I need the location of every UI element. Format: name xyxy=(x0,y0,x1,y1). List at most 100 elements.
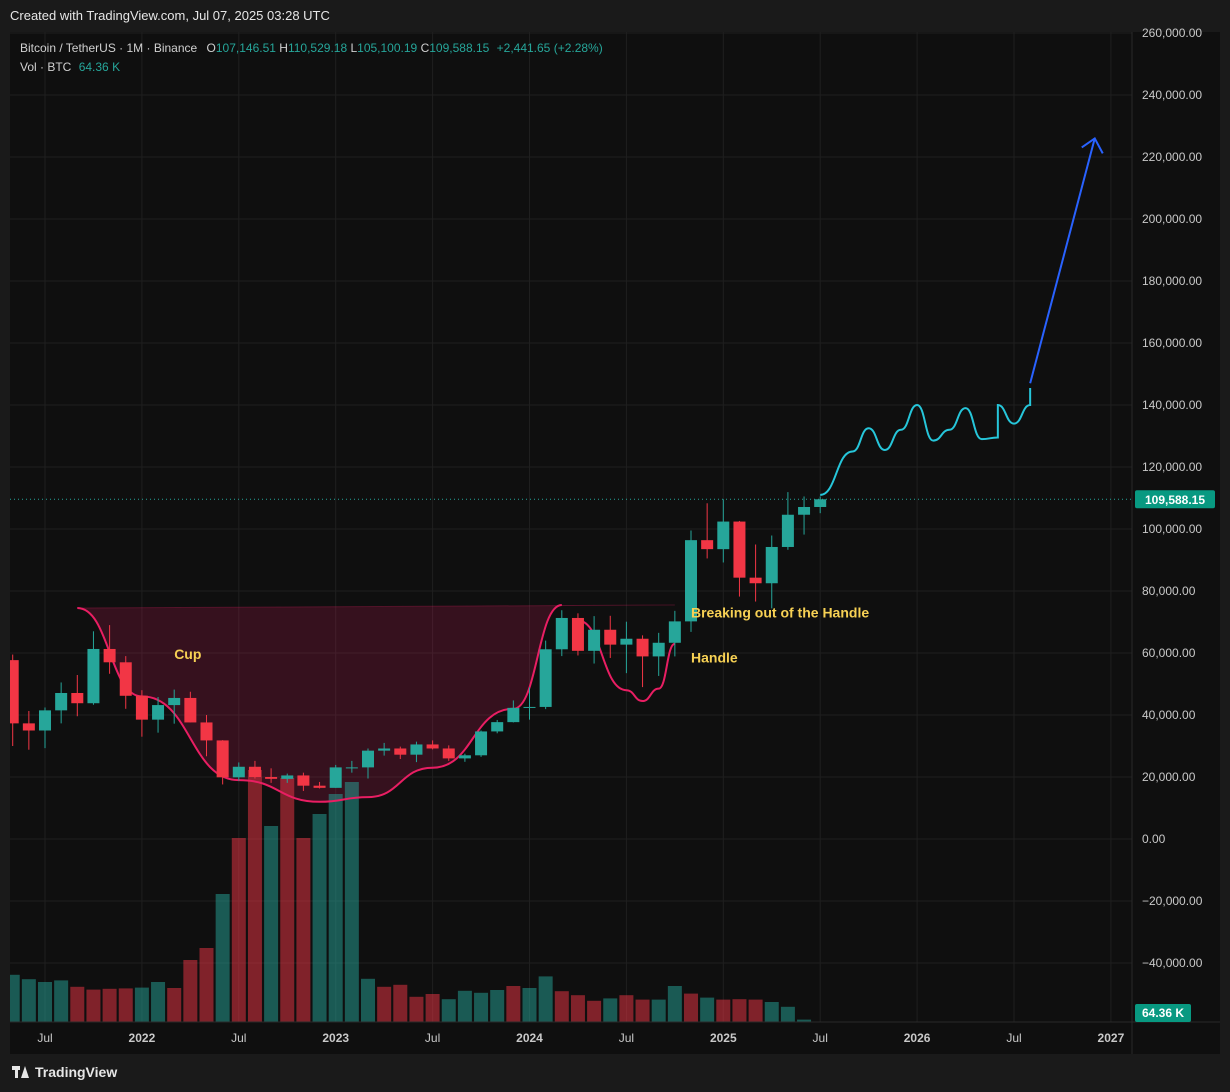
volume-bar xyxy=(102,988,117,1022)
volume-bar xyxy=(167,988,182,1022)
chart-pane[interactable] xyxy=(10,32,1220,1054)
candle-body[interactable] xyxy=(119,662,132,696)
volume-value: 64.36 K xyxy=(78,60,121,74)
time-tick-label: Jul xyxy=(619,1031,634,1045)
candle-body[interactable] xyxy=(103,648,116,663)
last-volume-badge xyxy=(1135,1004,1191,1022)
candle-body[interactable] xyxy=(604,629,617,645)
annotation-label: Breaking out of the Handle xyxy=(691,604,869,620)
time-tick-label: Jul xyxy=(1006,1031,1021,1045)
volume-bar xyxy=(344,782,359,1022)
time-tick-label: 2023 xyxy=(322,1031,349,1045)
candle-body[interactable] xyxy=(329,767,342,788)
symbol-label[interactable]: Bitcoin / TetherUS · 1M · Binance xyxy=(20,41,198,55)
footer-bar: TradingView xyxy=(0,1054,1230,1092)
volume-bar xyxy=(199,948,214,1022)
high-label: H xyxy=(279,41,288,55)
candle-body[interactable] xyxy=(297,775,310,786)
projection-arrow-head xyxy=(1081,136,1104,154)
price-tick-label: 60,000.00 xyxy=(1142,646,1196,660)
time-tick-label: Jul xyxy=(231,1031,246,1045)
volume-bar xyxy=(635,999,650,1022)
candle-body[interactable] xyxy=(458,755,471,759)
candle-body[interactable] xyxy=(313,785,326,788)
candle-body[interactable] xyxy=(7,660,19,724)
candle-body[interactable] xyxy=(620,638,633,645)
volume-bar xyxy=(296,838,311,1022)
candle-body[interactable] xyxy=(717,521,730,550)
last-price-label: 109,588.15 xyxy=(1145,493,1205,507)
candle-body[interactable] xyxy=(491,722,504,732)
candle-body[interactable] xyxy=(168,697,181,706)
candle-body[interactable] xyxy=(523,706,536,708)
last-price-badge xyxy=(1135,490,1215,509)
candle-body[interactable] xyxy=(442,748,455,759)
candle-body[interactable] xyxy=(362,750,374,768)
volume-bar xyxy=(441,999,456,1022)
volume-bar xyxy=(118,988,133,1022)
price-tick-label: 180,000.00 xyxy=(1142,274,1202,288)
volume-bar xyxy=(490,990,505,1022)
volume-bar xyxy=(393,984,408,1022)
candle-body[interactable] xyxy=(135,695,148,720)
candle-body[interactable] xyxy=(781,514,794,547)
volume-bar xyxy=(506,986,521,1022)
candle-body[interactable] xyxy=(410,744,423,755)
candle-body[interactable] xyxy=(555,617,568,650)
candle-body[interactable] xyxy=(733,521,746,578)
candle-body[interactable] xyxy=(588,629,601,651)
candle-body[interactable] xyxy=(71,692,84,704)
candle-body[interactable] xyxy=(22,723,35,731)
candle-body[interactable] xyxy=(216,740,229,778)
ohlc-row: Bitcoin / TetherUS · 1M · Binance O107,1… xyxy=(20,39,603,58)
candle-body[interactable] xyxy=(539,649,552,707)
candle-body[interactable] xyxy=(39,710,51,731)
candle-body[interactable] xyxy=(749,577,762,584)
volume-bar xyxy=(54,980,69,1022)
candle-body[interactable] xyxy=(685,540,697,622)
cup-area xyxy=(77,604,675,802)
projection-arrow-line xyxy=(1029,138,1096,384)
volume-bar xyxy=(264,826,279,1022)
candle-body[interactable] xyxy=(378,748,391,751)
candle-body[interactable] xyxy=(798,506,811,515)
candle-body[interactable] xyxy=(184,697,197,723)
candle-body[interactable] xyxy=(200,722,213,741)
price-tick-label: 260,000.00 xyxy=(1142,26,1202,40)
tradingview-logo[interactable]: TradingView xyxy=(12,1064,117,1080)
candle-body[interactable] xyxy=(152,705,165,720)
candle-body[interactable] xyxy=(701,540,714,550)
candle-body[interactable] xyxy=(571,617,584,651)
volume-bar xyxy=(409,996,424,1022)
candle-body[interactable] xyxy=(345,767,358,769)
volume-label[interactable]: Vol · BTC xyxy=(20,60,72,74)
time-tick-label: 2027 xyxy=(1098,1031,1125,1045)
candle-body[interactable] xyxy=(814,499,827,507)
candle-body[interactable] xyxy=(668,621,681,643)
price-tick-label: 200,000.00 xyxy=(1142,212,1202,226)
price-axis[interactable] xyxy=(1132,32,1220,1054)
candle-body[interactable] xyxy=(265,777,278,779)
candle-body[interactable] xyxy=(55,692,68,711)
candle-body[interactable] xyxy=(281,775,294,779)
annotation-label: Handle xyxy=(691,649,738,665)
candle-body[interactable] xyxy=(232,766,245,778)
candle-body[interactable] xyxy=(426,744,439,749)
cup-rim-line xyxy=(77,604,675,609)
volume-bar xyxy=(474,992,489,1022)
volume-bar xyxy=(231,838,246,1022)
candle-body[interactable] xyxy=(507,707,520,723)
volume-bar xyxy=(247,770,262,1022)
candle-body[interactable] xyxy=(394,748,407,755)
tradingview-logo-icon xyxy=(12,1066,30,1078)
price-tick-label: −20,000.00 xyxy=(1142,894,1203,908)
candle-body[interactable] xyxy=(765,546,778,584)
candle-body[interactable] xyxy=(636,638,649,657)
candle-body[interactable] xyxy=(87,648,100,704)
volume-bar xyxy=(603,998,618,1022)
candle-body[interactable] xyxy=(652,642,665,657)
candle-body[interactable] xyxy=(475,731,488,756)
candle-body[interactable] xyxy=(248,766,261,777)
price-tick-label: 220,000.00 xyxy=(1142,150,1202,164)
